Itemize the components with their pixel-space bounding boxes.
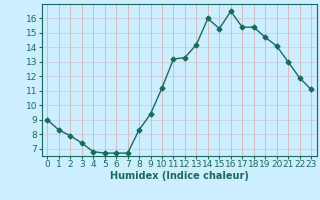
X-axis label: Humidex (Indice chaleur): Humidex (Indice chaleur): [110, 171, 249, 181]
